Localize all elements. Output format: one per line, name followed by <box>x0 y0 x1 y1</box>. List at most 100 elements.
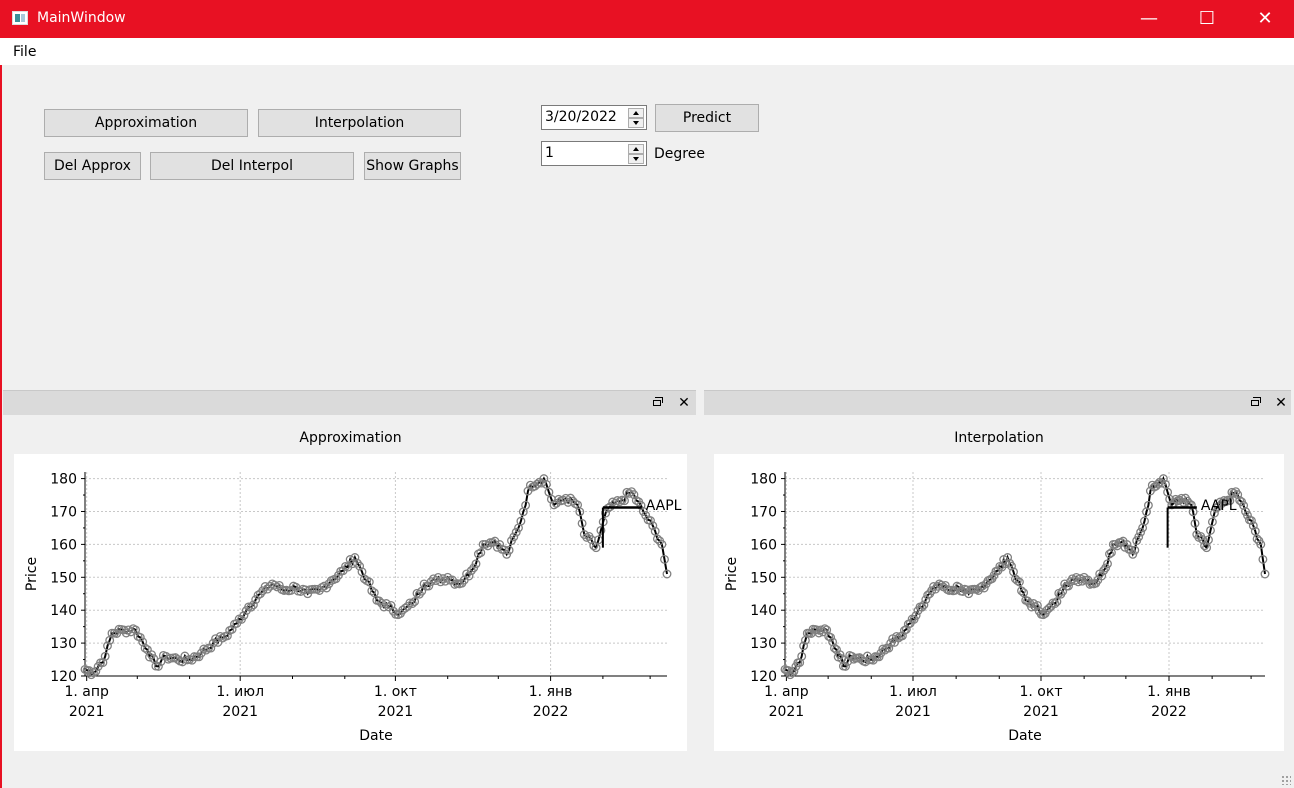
data-point <box>899 626 909 635</box>
data-point <box>1140 516 1149 526</box>
degree-input[interactable] <box>545 145 625 161</box>
x-axis-label: Date <box>359 728 392 744</box>
data-point <box>541 479 551 489</box>
data-point <box>1204 535 1213 545</box>
degree-up-arrow-icon[interactable] <box>628 144 644 154</box>
data-point <box>386 600 396 610</box>
data-point <box>352 558 362 568</box>
data-point <box>936 580 946 590</box>
data-point <box>1219 496 1229 505</box>
date-spinbox[interactable] <box>541 105 647 130</box>
data-point <box>596 525 606 535</box>
predict-button[interactable]: Predict <box>655 104 759 132</box>
data-point <box>1136 527 1146 537</box>
data-point <box>1134 532 1144 542</box>
data-point <box>620 496 629 506</box>
degree-spin-buttons <box>628 144 644 164</box>
data-point <box>135 632 145 642</box>
data-point <box>426 577 436 587</box>
y-axis-label: Price <box>724 557 740 591</box>
data-point <box>464 571 474 581</box>
y-tick-label: 170 <box>750 504 777 520</box>
data-point <box>897 631 907 641</box>
data-point <box>789 666 799 676</box>
data-point <box>911 611 921 620</box>
del-interpol-button[interactable]: Del Interpol <box>150 152 354 180</box>
y-tick-label: 130 <box>50 636 77 652</box>
data-point <box>841 661 850 671</box>
data-point <box>222 631 232 641</box>
x-tick-label: 1. июл <box>889 684 937 700</box>
dock-float-icon[interactable] <box>1246 394 1264 412</box>
data-point <box>652 534 662 544</box>
data-point <box>641 510 651 520</box>
data-point <box>1064 581 1073 591</box>
data-point <box>525 480 535 490</box>
interpolation-chart-title: Interpolation <box>954 430 1044 446</box>
interpolation-chart[interactable]: 120 130 140 150 160 170 180 1. апр 2021 1. июл 202… <box>714 454 1284 751</box>
data-point <box>1103 559 1112 569</box>
interpolation-button[interactable]: Interpolation <box>258 109 461 137</box>
y-tick-label: 150 <box>50 570 77 586</box>
show-graphs-button[interactable]: Show Graphs <box>364 152 461 180</box>
data-point <box>355 561 365 571</box>
x-tick-label: 2021 <box>1023 704 1059 720</box>
y-tick-label: 140 <box>750 603 777 619</box>
data-point <box>537 478 547 488</box>
data-point <box>208 638 218 648</box>
y-tick-label: 150 <box>750 570 777 586</box>
close-button[interactable]: ✕ <box>1257 8 1273 29</box>
data-point <box>843 657 853 667</box>
degree-down-arrow-icon[interactable] <box>628 154 644 164</box>
data-point <box>549 500 559 510</box>
data-point <box>579 530 589 539</box>
data-point <box>828 637 838 647</box>
y-tick-label: 170 <box>50 504 77 520</box>
y-tick-label: 180 <box>50 472 77 488</box>
data-point <box>239 611 249 620</box>
data-point <box>504 545 514 555</box>
date-input[interactable] <box>545 109 625 125</box>
x-axis-label: Date <box>1008 728 1041 744</box>
data-point <box>1007 561 1016 571</box>
data-point <box>173 655 183 664</box>
degree-spinbox[interactable] <box>541 141 647 166</box>
data-point <box>1256 539 1266 549</box>
approximation-button[interactable]: Approximation <box>44 109 248 137</box>
resize-grip-icon[interactable] <box>1281 775 1291 785</box>
data-point <box>107 628 117 638</box>
data-point <box>629 490 639 500</box>
interpolation-dock-titlebar[interactable]: ✕ <box>704 390 1291 415</box>
x-tick-label: 2021 <box>69 704 105 720</box>
dock-close-icon[interactable]: ✕ <box>1275 395 1287 411</box>
data-point <box>227 624 237 634</box>
y-tick-label: 160 <box>750 537 777 553</box>
data-point <box>1202 543 1212 553</box>
data-point <box>495 540 505 549</box>
menu-file[interactable]: File <box>13 44 37 60</box>
maximize-button[interactable]: ☐ <box>1198 8 1216 29</box>
data-point <box>429 574 438 584</box>
minimize-button[interactable]: — <box>1140 8 1158 29</box>
data-point <box>1260 569 1270 579</box>
date-down-arrow-icon[interactable] <box>628 118 644 128</box>
data-point <box>103 641 112 651</box>
legend-label: AAPL <box>1201 498 1237 514</box>
y-tick-label: 120 <box>50 669 77 685</box>
data-point <box>601 508 611 518</box>
approximation-dock-titlebar[interactable]: ✕ <box>3 390 696 415</box>
date-spin-buttons <box>628 108 644 128</box>
x-tick-label: 2021 <box>222 704 258 720</box>
data-point <box>1105 549 1114 559</box>
x-tick-label: 1. янв <box>1147 684 1191 700</box>
date-up-arrow-icon[interactable] <box>628 108 644 118</box>
x-tick-label: 2022 <box>1151 704 1187 720</box>
approximation-chart[interactable]: 120 130 140 150 160 170 180 1. апр 2021 1. июл 202… <box>14 454 687 751</box>
dock-close-icon[interactable]: ✕ <box>678 395 690 411</box>
data-point <box>1003 553 1013 562</box>
data-point <box>1101 563 1111 573</box>
dock-float-icon[interactable] <box>648 394 666 412</box>
data-point <box>795 658 805 668</box>
data-point <box>886 638 896 648</box>
del-approx-button[interactable]: Del Approx <box>44 152 141 180</box>
